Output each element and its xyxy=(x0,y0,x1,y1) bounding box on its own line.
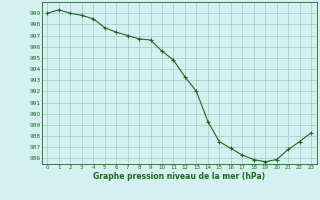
X-axis label: Graphe pression niveau de la mer (hPa): Graphe pression niveau de la mer (hPa) xyxy=(93,172,265,181)
